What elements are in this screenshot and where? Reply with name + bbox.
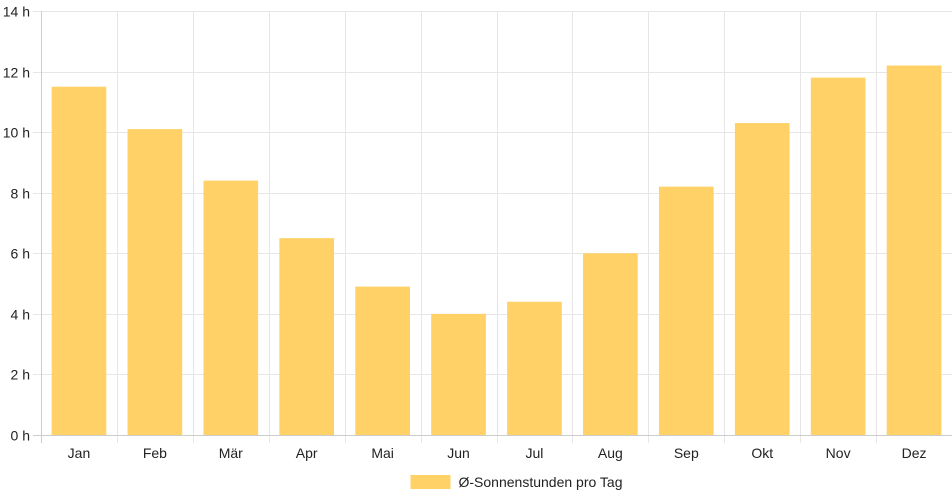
x-tick-label: Jun — [447, 445, 470, 461]
bar-aug[interactable] — [583, 253, 638, 435]
x-tick-label: Nov — [826, 445, 851, 461]
bar-apr[interactable] — [279, 238, 335, 435]
x-tick-label: Feb — [143, 445, 167, 461]
bar-feb[interactable] — [127, 129, 183, 435]
grid-lines — [33, 11, 952, 443]
bar-jun[interactable] — [431, 313, 486, 435]
x-tick-label: Jul — [526, 445, 544, 461]
x-tick-label: Aug — [598, 445, 623, 461]
bar-mär[interactable] — [203, 180, 259, 435]
x-tick-label: Mai — [371, 445, 394, 461]
x-tick-label: Dez — [902, 445, 927, 461]
legend[interactable]: Ø-Sonnenstunden pro Tag — [410, 474, 623, 490]
y-tick-label: 4 h — [11, 307, 30, 323]
bar-dez[interactable] — [886, 65, 942, 435]
legend-swatch[interactable] — [410, 475, 451, 489]
x-tick-label: Jan — [68, 445, 91, 461]
bar-nov[interactable] — [810, 77, 866, 435]
y-tick-label: 14 h — [3, 4, 30, 20]
x-tick-label: Apr — [296, 445, 318, 461]
y-tick-label: 6 h — [11, 246, 30, 262]
bar-jan[interactable] — [51, 86, 107, 435]
bar-okt[interactable] — [734, 123, 790, 436]
x-tick-label: Sep — [674, 445, 699, 461]
x-tick-label: Mär — [219, 445, 243, 461]
y-tick-label: 0 h — [11, 428, 30, 444]
y-tick-label: 8 h — [11, 186, 30, 202]
y-tick-label: 12 h — [3, 65, 30, 81]
y-tick-label: 2 h — [11, 367, 30, 383]
x-tick-labels: Jan Feb Mär Apr Mai Jun Jul Aug Sep Okt Nov Dez — [68, 445, 927, 461]
y-tick-labels: 0 h 2 h 4 h 6 h 8 h 10 h 12 h 14 h — [3, 4, 30, 444]
bars — [51, 65, 942, 436]
y-tick-label: 10 h — [3, 125, 30, 141]
bar-jul[interactable] — [507, 301, 562, 435]
axes — [33, 11, 952, 443]
bar-mai[interactable] — [355, 286, 410, 435]
x-tick-label: Okt — [751, 445, 773, 461]
legend-label[interactable]: Ø-Sonnenstunden pro Tag — [459, 474, 623, 490]
bar-sep[interactable] — [658, 186, 714, 435]
